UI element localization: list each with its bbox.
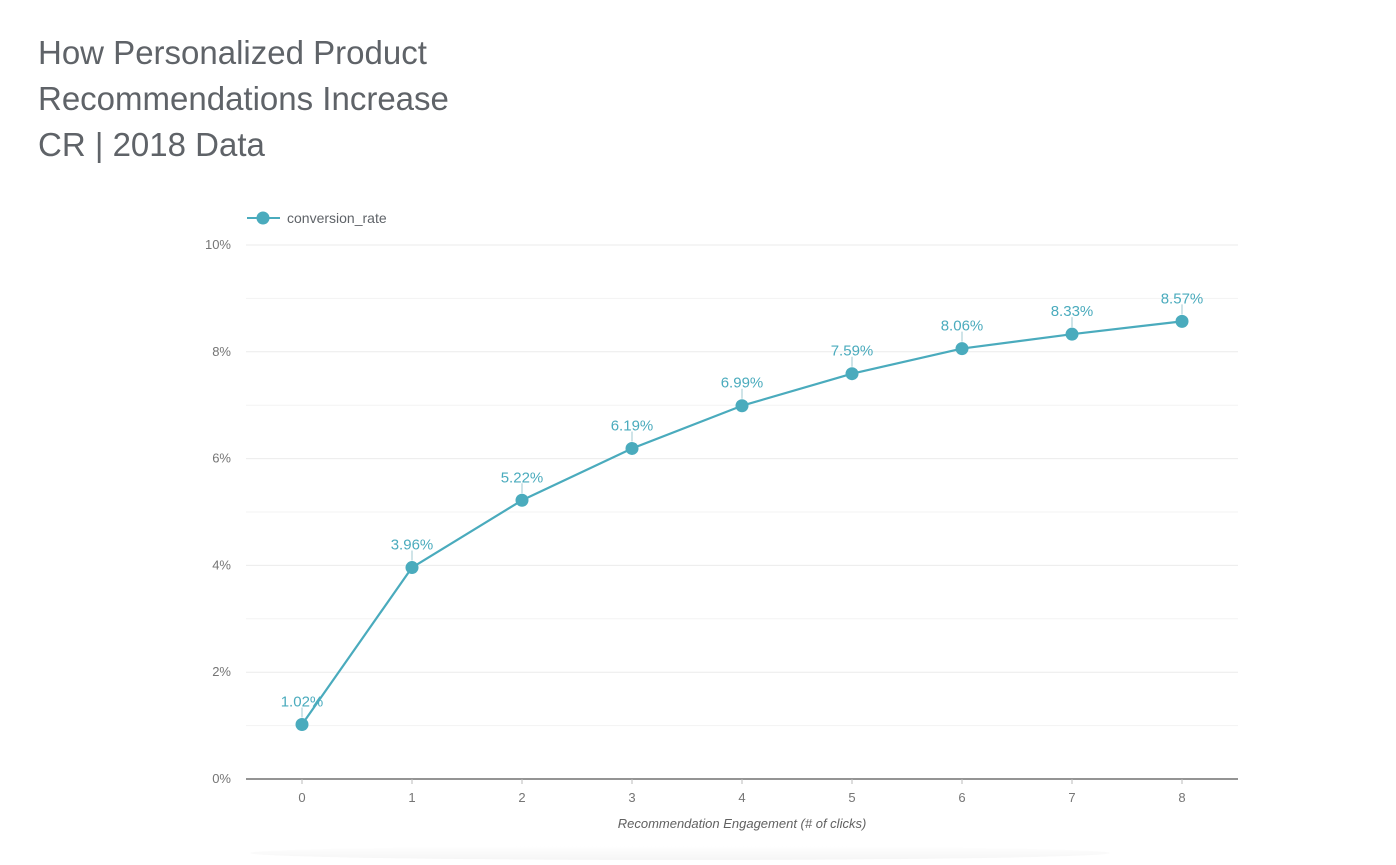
bottom-shadow	[250, 846, 1110, 860]
legend-marker	[256, 211, 270, 225]
chart-title-line-3: CR | 2018 Data	[38, 126, 265, 163]
data-point[interactable]	[295, 718, 309, 732]
data-point[interactable]	[955, 342, 969, 356]
x-tick-label: 3	[628, 790, 635, 805]
data-label: 8.33%	[1051, 303, 1094, 320]
data-label: 5.22%	[501, 469, 544, 486]
x-tick-label: 6	[958, 790, 965, 805]
y-tick-label: 10%	[205, 237, 231, 252]
data-label: 8.57%	[1161, 290, 1204, 307]
x-tick-label: 8	[1178, 790, 1185, 805]
y-tick-label: 4%	[212, 557, 231, 572]
y-tick-label: 2%	[212, 664, 231, 679]
chart-title-line-2: Recommendations Increase	[38, 80, 449, 117]
data-point[interactable]	[515, 493, 529, 507]
data-label: 6.99%	[721, 375, 764, 392]
x-axis-title: Recommendation Engagement (# of clicks)	[618, 816, 867, 831]
data-point[interactable]	[405, 561, 419, 575]
data-point[interactable]	[845, 367, 859, 381]
data-label: 8.06%	[941, 318, 984, 335]
chart-title: How Personalized Product Recommendations…	[38, 30, 558, 168]
data-point[interactable]	[1175, 314, 1189, 328]
data-label: 6.19%	[611, 417, 654, 434]
y-tick-label: 8%	[212, 344, 231, 359]
chart-title-line-1: How Personalized Product	[38, 34, 427, 71]
x-tick-label: 4	[738, 790, 745, 805]
data-point[interactable]	[735, 399, 749, 413]
data-point[interactable]	[625, 441, 639, 455]
data-label: 3.96%	[391, 537, 434, 554]
x-tick-label: 1	[408, 790, 415, 805]
data-point[interactable]	[1065, 327, 1079, 341]
x-tick-label: 2	[518, 790, 525, 805]
y-tick-label: 6%	[212, 451, 231, 466]
y-tick-label: 0%	[212, 771, 231, 786]
x-tick-label: 5	[848, 790, 855, 805]
x-tick-label: 7	[1068, 790, 1075, 805]
data-label: 7.59%	[831, 343, 874, 360]
x-tick-label: 0	[298, 790, 305, 805]
legend-label: conversion_rate	[287, 210, 387, 226]
data-label: 1.02%	[281, 694, 324, 711]
